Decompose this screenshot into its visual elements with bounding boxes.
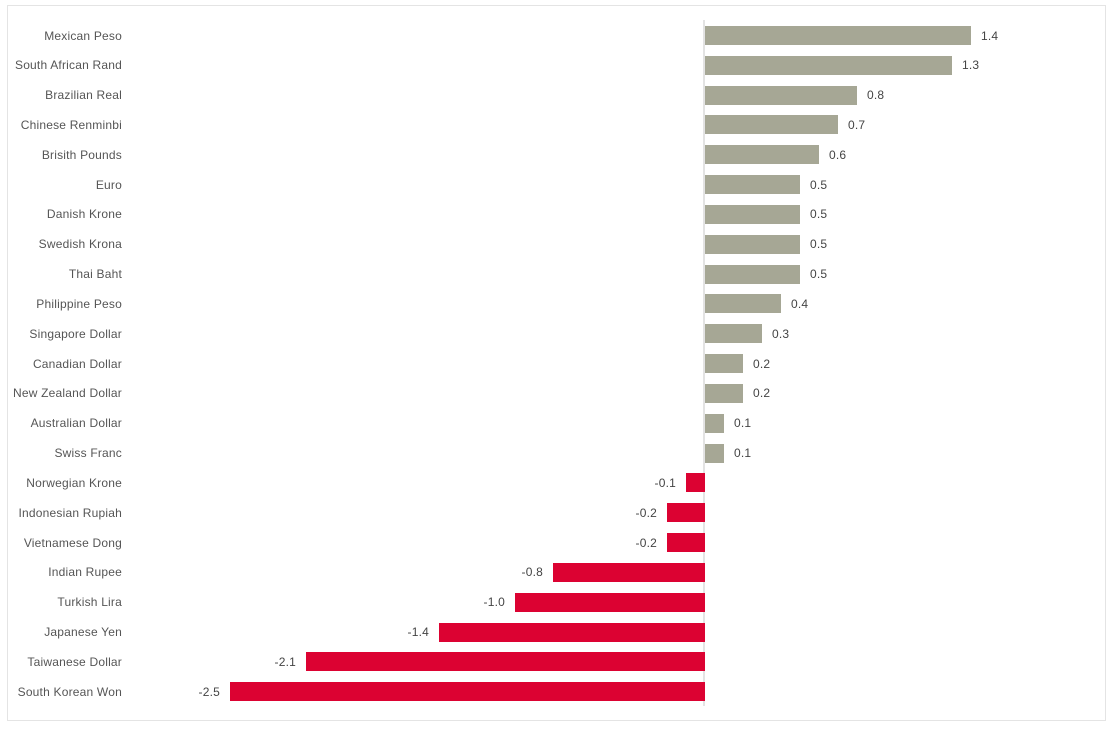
bar [705, 383, 743, 403]
bar [306, 652, 705, 672]
bar [705, 85, 857, 105]
category-label: South Korean Won [17, 684, 122, 699]
value-label: 0.2 [753, 386, 771, 401]
value-label: 0.4 [791, 296, 809, 311]
bar [667, 533, 705, 553]
bar [667, 503, 705, 523]
category-label: Euro [95, 177, 122, 192]
bar [230, 682, 705, 702]
value-label: -0.2 [635, 505, 657, 520]
category-label: Brisith Pounds [41, 147, 122, 162]
category-label: Brazilian Real [45, 88, 122, 103]
category-label: Singapore Dollar [29, 326, 122, 341]
value-label: -1.0 [483, 595, 505, 610]
bar [705, 145, 819, 165]
value-label: 1.3 [962, 58, 980, 73]
value-label: 0.7 [848, 117, 866, 132]
bar [705, 204, 800, 224]
value-label: 0.8 [867, 88, 885, 103]
value-label: 1.4 [981, 28, 999, 43]
value-label: -1.4 [407, 625, 429, 640]
category-label: Thai Baht [68, 267, 122, 282]
bar [705, 234, 800, 254]
category-label: Swiss Franc [54, 446, 122, 461]
category-label: Danish Krone [46, 207, 122, 222]
category-label: Indian Rupee [48, 565, 122, 580]
bar [705, 175, 800, 195]
value-label: -2.1 [274, 654, 296, 669]
bar [705, 324, 762, 344]
value-label: -0.1 [654, 475, 676, 490]
bar [705, 354, 743, 374]
value-label: 0.3 [772, 326, 790, 341]
value-label: 0.1 [734, 446, 752, 461]
bar [705, 55, 952, 75]
category-label: Taiwanese Dollar [27, 654, 122, 669]
category-label: Australian Dollar [30, 416, 122, 431]
value-label: -0.8 [521, 565, 543, 580]
category-label: Indonesian Rupiah [18, 505, 122, 520]
bar [439, 622, 705, 642]
value-label: 0.6 [829, 147, 847, 162]
category-label: Chinese Renminbi [20, 117, 122, 132]
bar [686, 473, 705, 493]
bar [515, 592, 705, 612]
category-label: New Zealand Dollar [13, 386, 122, 401]
category-label: Turkish Lira [57, 595, 122, 610]
bar [705, 443, 724, 463]
chart-border [7, 5, 1106, 721]
value-label: 0.5 [810, 237, 828, 252]
value-label: 0.5 [810, 267, 828, 282]
value-label: 0.1 [734, 416, 752, 431]
value-label: -0.2 [635, 535, 657, 550]
bar [705, 26, 971, 45]
bar [705, 413, 724, 433]
bar [553, 562, 705, 582]
value-label: 0.5 [810, 207, 828, 222]
value-label: 0.5 [810, 177, 828, 192]
value-label: 0.2 [753, 356, 771, 371]
value-label: -2.5 [198, 684, 220, 699]
category-label: Swedish Krona [38, 237, 122, 252]
category-label: Mexican Peso [44, 28, 122, 43]
category-label: Vietnamese Dong [23, 535, 122, 550]
category-label: Canadian Dollar [32, 356, 122, 371]
category-label: Philippine Peso [36, 296, 122, 311]
bar [705, 294, 781, 314]
bar [705, 115, 838, 135]
category-label: South African Rand [14, 58, 122, 73]
bar [705, 264, 800, 284]
category-label: Norwegian Krone [26, 475, 122, 490]
category-label: Japanese Yen [44, 625, 122, 640]
